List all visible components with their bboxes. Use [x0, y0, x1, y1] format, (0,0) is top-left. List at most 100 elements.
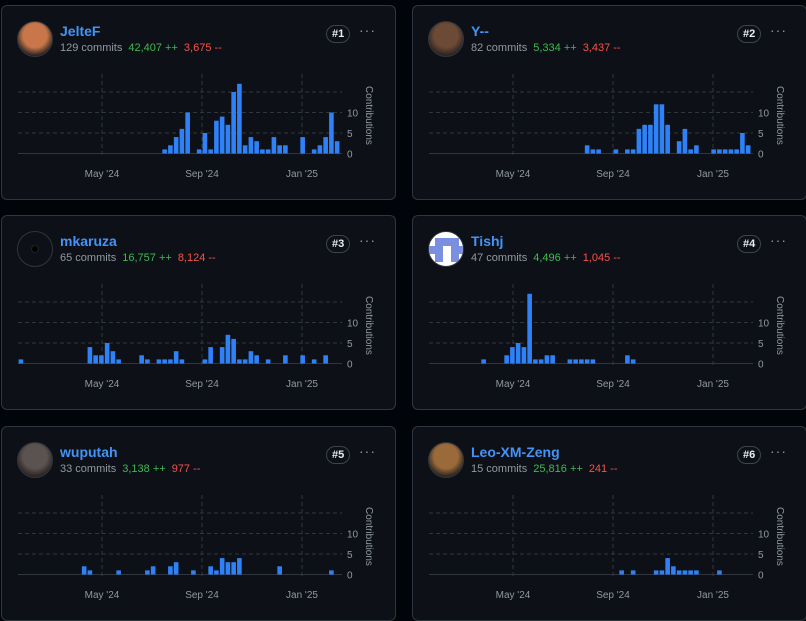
contribution-bar[interactable]	[740, 133, 745, 154]
contribution-bar[interactable]	[185, 112, 190, 154]
commits-link[interactable]: 47 commits	[471, 252, 528, 264]
contribution-bar[interactable]	[653, 570, 659, 575]
contribution-bar[interactable]	[214, 120, 219, 154]
contribution-bar[interactable]	[265, 359, 271, 364]
contribution-bar[interactable]	[590, 149, 596, 154]
contribution-bar[interactable]	[225, 562, 231, 575]
contribution-bar[interactable]	[225, 334, 231, 364]
contribution-bar[interactable]	[682, 128, 688, 154]
contribution-bar[interactable]	[150, 566, 156, 575]
avatar[interactable]	[17, 231, 53, 267]
contribution-bar[interactable]	[642, 124, 647, 154]
contribution-bar[interactable]	[116, 359, 121, 364]
contribution-bar[interactable]	[145, 359, 150, 364]
contribution-bar[interactable]	[196, 149, 202, 154]
contribution-bar[interactable]	[208, 149, 213, 154]
contribution-bar[interactable]	[630, 570, 636, 575]
contribution-bar[interactable]	[671, 566, 676, 575]
avatar[interactable]	[428, 442, 464, 478]
contribution-bar[interactable]	[168, 359, 173, 364]
contribution-bar[interactable]	[219, 558, 225, 575]
commits-link[interactable]: 129 commits	[60, 42, 123, 54]
contribution-bar[interactable]	[648, 124, 653, 154]
contribution-bar[interactable]	[139, 355, 144, 364]
contribution-bar[interactable]	[550, 355, 555, 364]
contribution-bar[interactable]	[728, 149, 734, 154]
contribution-bar[interactable]	[179, 128, 185, 154]
contribution-bar[interactable]	[653, 104, 659, 154]
contribution-bar[interactable]	[625, 355, 630, 364]
contribution-bar[interactable]	[504, 355, 509, 364]
avatar[interactable]	[428, 231, 464, 267]
contribution-bar[interactable]	[544, 355, 550, 364]
contribution-bar[interactable]	[630, 359, 636, 364]
contribution-bar[interactable]	[311, 359, 317, 364]
contributor-name-link[interactable]: JelteF	[60, 23, 101, 39]
contribution-bar[interactable]	[665, 124, 670, 154]
contribution-bar[interactable]	[93, 355, 98, 364]
contribution-bar[interactable]	[237, 359, 242, 364]
contribution-bar[interactable]	[659, 104, 665, 154]
contribution-bar[interactable]	[168, 145, 173, 154]
contribution-bar[interactable]	[173, 137, 179, 154]
more-options-icon[interactable]: ···	[359, 232, 376, 248]
contribution-bar[interactable]	[515, 343, 521, 364]
contribution-bar[interactable]	[208, 347, 213, 364]
contribution-bar[interactable]	[237, 558, 242, 575]
contribution-bar[interactable]	[579, 359, 584, 364]
contribution-bar[interactable]	[87, 347, 93, 364]
contribution-bar[interactable]	[619, 570, 624, 575]
avatar[interactable]	[428, 21, 464, 57]
contribution-bar[interactable]	[283, 355, 288, 364]
contribution-bar[interactable]	[676, 141, 682, 154]
more-options-icon[interactable]: ···	[770, 22, 787, 38]
contribution-bar[interactable]	[533, 359, 538, 364]
contribution-bar[interactable]	[191, 570, 196, 575]
contribution-bar[interactable]	[179, 359, 185, 364]
contribution-bar[interactable]	[231, 92, 236, 154]
contribution-bar[interactable]	[271, 137, 277, 154]
contribution-bar[interactable]	[214, 570, 219, 575]
contribution-bar[interactable]	[722, 149, 728, 154]
contribution-bar[interactable]	[277, 145, 282, 154]
contribution-bar[interactable]	[329, 570, 334, 575]
contribution-bar[interactable]	[265, 149, 271, 154]
contribution-bar[interactable]	[116, 570, 121, 575]
contribution-bar[interactable]	[145, 570, 150, 575]
contributor-name-link[interactable]: mkaruza	[60, 233, 117, 249]
contribution-bar[interactable]	[202, 359, 208, 364]
contribution-bar[interactable]	[219, 116, 225, 154]
contribution-bar[interactable]	[104, 343, 110, 364]
contribution-bar[interactable]	[590, 359, 596, 364]
contribution-bar[interactable]	[734, 149, 739, 154]
avatar[interactable]	[17, 442, 53, 478]
more-options-icon[interactable]: ···	[359, 22, 376, 38]
contribution-bar[interactable]	[156, 359, 162, 364]
contribution-bar[interactable]	[538, 359, 544, 364]
contribution-bar[interactable]	[300, 137, 305, 154]
contribution-bar[interactable]	[311, 149, 317, 154]
contribution-bar[interactable]	[665, 558, 670, 575]
contribution-bar[interactable]	[168, 566, 173, 575]
more-options-icon[interactable]: ···	[770, 443, 787, 459]
avatar[interactable]	[17, 21, 53, 57]
contribution-bar[interactable]	[521, 347, 527, 364]
contribution-bar[interactable]	[18, 359, 24, 364]
contribution-bar[interactable]	[81, 566, 87, 575]
contribution-bar[interactable]	[260, 149, 265, 154]
contribution-bar[interactable]	[584, 145, 590, 154]
contribution-bar[interactable]	[317, 145, 323, 154]
contribution-bar[interactable]	[636, 128, 642, 154]
contribution-bar[interactable]	[717, 570, 722, 575]
contribution-bar[interactable]	[300, 355, 305, 364]
contribution-bar[interactable]	[219, 347, 225, 364]
contribution-bar[interactable]	[329, 112, 334, 154]
contributor-name-link[interactable]: Tishj	[471, 233, 504, 249]
contributor-name-link[interactable]: Leo-XM-Zeng	[471, 444, 560, 460]
contribution-bar[interactable]	[231, 562, 236, 575]
contribution-bar[interactable]	[99, 355, 104, 364]
more-options-icon[interactable]: ···	[770, 232, 787, 248]
contribution-bar[interactable]	[527, 293, 532, 364]
contribution-bar[interactable]	[323, 355, 328, 364]
contribution-bar[interactable]	[162, 359, 167, 364]
